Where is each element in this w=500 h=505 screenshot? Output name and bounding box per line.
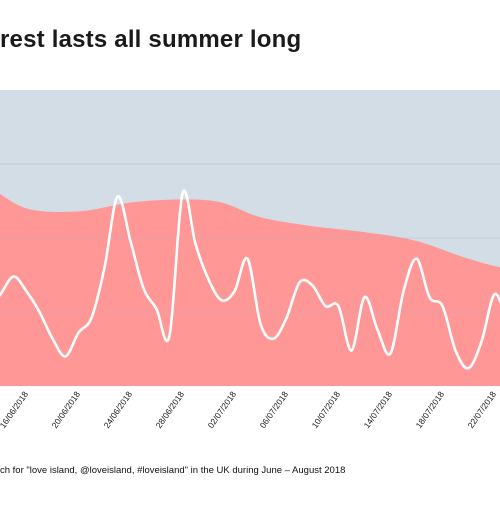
x-tick-label-2: 20/06/2018 xyxy=(50,389,83,430)
x-tick-label-5: 02/07/2018 xyxy=(206,389,239,430)
chart-title: rest lasts all summer long xyxy=(0,26,302,53)
x-tick-label-1: 16/06/2018 xyxy=(0,389,30,430)
x-tick-label-4: 28/06/2018 xyxy=(154,389,187,430)
line-series xyxy=(0,189,500,370)
area-series xyxy=(0,193,500,386)
x-tick-label-6: 06/07/2018 xyxy=(258,389,291,430)
x-tick-label-7: 10/07/2018 xyxy=(310,389,343,430)
chart-caption: ch for "love island, @loveisland, #lovei… xyxy=(0,465,346,476)
x-tick-label-9: 18/07/2018 xyxy=(414,389,447,430)
x-tick-label-10: 22/07/2018 xyxy=(466,389,499,430)
x-tick-label-8: 14/07/2018 xyxy=(362,389,395,430)
x-tick-label-3: 24/06/2018 xyxy=(102,389,135,430)
